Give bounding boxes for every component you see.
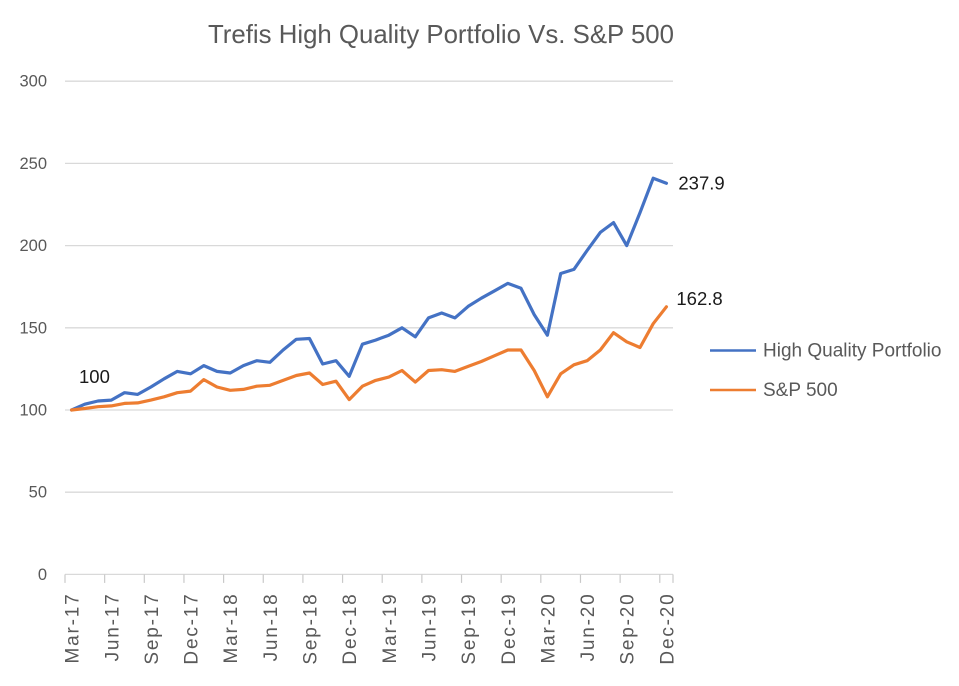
x-axis-label-Sep-19: Sep-19: [459, 593, 480, 665]
y-axis-label-0: 0: [38, 566, 47, 584]
x-axis-label-Jun-18: Jun-18: [261, 593, 282, 662]
y-axis-label-300: 300: [19, 73, 47, 91]
x-axis-label-Sep-18: Sep-18: [301, 593, 322, 665]
x-axis-label-Mar-20: Mar-20: [538, 593, 559, 664]
legend-label-high-quality-portfolio: High Quality Portfolio: [763, 341, 941, 362]
series-line-high-quality-portfolio: [69, 176, 669, 412]
data-label-hq-end: 237.9: [678, 172, 724, 193]
y-axis-label-100: 100: [19, 402, 47, 420]
x-axis-label-Mar-17: Mar-17: [63, 593, 84, 664]
x-axis-label-Jun-19: Jun-19: [419, 593, 440, 662]
x-axis-label-Jun-17: Jun-17: [102, 593, 123, 662]
x-axis-label-Dec-17: Dec-17: [182, 593, 203, 665]
x-axis-label-Mar-18: Mar-18: [221, 593, 242, 664]
x-axis-label-Dec-19: Dec-19: [499, 593, 520, 665]
chart-title: Trefis High Quality Portfolio Vs. S&P 50…: [208, 21, 674, 49]
data-label-start: 100: [79, 366, 110, 387]
y-axis-label-250: 250: [19, 155, 47, 173]
y-axis-label-150: 150: [19, 319, 47, 337]
legend-label-sp500: S&P 500: [763, 380, 838, 401]
y-axis-label-200: 200: [19, 237, 47, 255]
y-axis-label-50: 50: [29, 484, 47, 502]
x-axis-label-Jun-20: Jun-20: [578, 593, 599, 662]
x-axis-label-Sep-17: Sep-17: [142, 593, 163, 665]
x-axis-label-Dec-20: Dec-20: [657, 593, 678, 665]
series-line-sp500: [69, 305, 669, 412]
x-axis-label-Dec-18: Dec-18: [340, 593, 361, 665]
x-axis-label-Sep-20: Sep-20: [618, 593, 639, 665]
data-label-sp500-end: 162.8: [676, 288, 722, 309]
x-axis-label-Mar-19: Mar-19: [380, 593, 401, 664]
